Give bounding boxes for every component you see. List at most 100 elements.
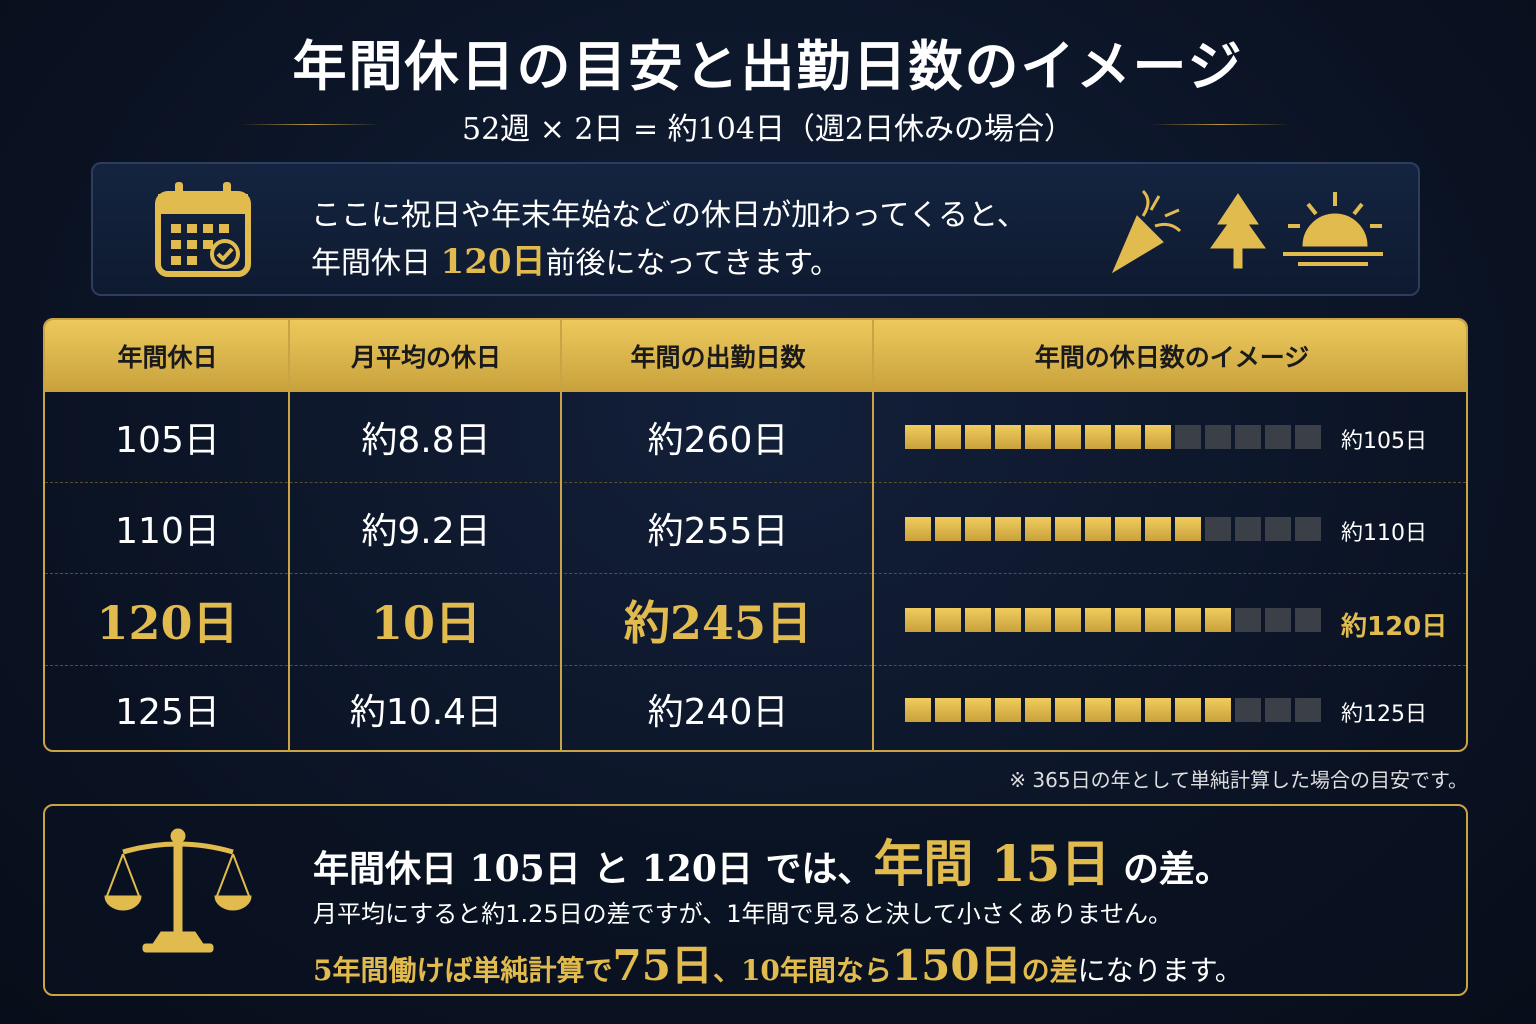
- square: [965, 516, 991, 541]
- square: [935, 425, 961, 449]
- title: 年間休日の目安と出勤日数のイメージ: [292, 34, 1244, 98]
- square: [1235, 608, 1261, 632]
- cell: 約260日: [647, 420, 789, 461]
- table-row: 105日 約8.8日 約260日 約105日: [45, 392, 1466, 482]
- cell: 120日: [96, 595, 239, 650]
- text: の差: [1021, 954, 1078, 987]
- square: [1235, 697, 1261, 722]
- square: [1115, 608, 1141, 632]
- emphasis: 年間 15日: [873, 834, 1111, 893]
- divider: [872, 320, 874, 750]
- cell: 約240日: [647, 692, 789, 733]
- cell: 約9.2日: [361, 511, 491, 552]
- square: [1145, 608, 1171, 632]
- square: [935, 697, 961, 722]
- cell: 約8.8日: [361, 420, 491, 461]
- text: 、10年間なら: [712, 954, 892, 987]
- summary-box: 年間休日 105日 と 120日 では、年間 15日 の差。 月平均にすると約1…: [43, 804, 1468, 996]
- cell: 125日: [115, 692, 220, 733]
- square: [1055, 516, 1081, 541]
- square: [995, 608, 1021, 632]
- square: [1025, 425, 1051, 449]
- square: [1085, 697, 1111, 722]
- square: [965, 425, 991, 449]
- cell: 約245日: [623, 595, 813, 650]
- text: 5年間働けば単純計算で: [313, 954, 613, 987]
- text: になります。: [1077, 954, 1243, 987]
- cell: 105日: [115, 420, 220, 461]
- table-row: 120日 10日 約245日 約120日: [45, 573, 1466, 665]
- text: 年間休日 105日 と 120日 では、: [313, 848, 874, 890]
- square: [1205, 697, 1231, 722]
- square: [1235, 425, 1261, 449]
- square: [1265, 425, 1291, 449]
- square: [1085, 516, 1111, 541]
- text: 年間休日: [311, 246, 441, 281]
- square: [1145, 516, 1171, 541]
- table-header: 年間休日 月平均の休日 年間の出勤日数 年間の休日数のイメージ: [45, 320, 1466, 392]
- square: [1265, 516, 1291, 541]
- emphasis: 150日: [891, 941, 1022, 990]
- divider: [288, 320, 290, 750]
- square: [1115, 697, 1141, 722]
- image-label: 約120日: [1341, 612, 1448, 642]
- square: [1205, 608, 1231, 632]
- square: [1115, 425, 1141, 449]
- text: 前後になってきます。: [545, 246, 841, 281]
- square: [1265, 608, 1291, 632]
- header-cell: 年間休日: [117, 343, 218, 372]
- square: [995, 425, 1021, 449]
- holiday-icons: [1111, 189, 1383, 274]
- square: [1055, 608, 1081, 632]
- calendar-icon: [155, 182, 251, 277]
- square: [1205, 425, 1231, 449]
- square: [1205, 516, 1231, 541]
- square: [1025, 608, 1051, 632]
- square: [1055, 697, 1081, 722]
- square: [905, 516, 931, 541]
- square: [1145, 425, 1171, 449]
- image-label: 約110日: [1341, 520, 1427, 546]
- header-cell: 月平均の休日: [350, 343, 501, 372]
- square: [1295, 516, 1321, 541]
- info-text: ここに祝日や年末年始などの休日が加わってくると、: [311, 198, 1027, 233]
- square: [1025, 697, 1051, 722]
- divider: [560, 320, 562, 750]
- square: [1175, 425, 1201, 449]
- square: [965, 697, 991, 722]
- header-cell: 年間の休日数のイメージ: [1034, 343, 1310, 372]
- table-row: 110日 約9.2日 約255日 約110日: [45, 482, 1466, 573]
- square: [935, 516, 961, 541]
- info-text: 年間休日 120日前後になってきます。: [311, 234, 840, 283]
- summary-line: 5年間働けば単純計算で75日、10年間なら150日の差になります。: [313, 932, 1243, 993]
- note: ※ 365日の年として単純計算した場合の目安です。: [1009, 768, 1468, 792]
- cell: 10日: [370, 595, 481, 650]
- square: [1085, 425, 1111, 449]
- emphasis: 75日: [612, 941, 713, 990]
- image-label: 約125日: [1341, 701, 1427, 727]
- table: 年間休日 月平均の休日 年間の出勤日数 年間の休日数のイメージ 105日 約8.8…: [43, 318, 1468, 752]
- square: [995, 697, 1021, 722]
- square: [1235, 516, 1261, 541]
- square: [1295, 697, 1321, 722]
- text: の差。: [1110, 848, 1231, 890]
- info-box: ここに祝日や年末年始などの休日が加わってくると、 年間休日 120日前後になって…: [91, 162, 1420, 296]
- square: [905, 608, 931, 632]
- square: [1295, 425, 1321, 449]
- square: [1175, 516, 1201, 541]
- square: [935, 608, 961, 632]
- summary-line: 年間休日 105日 と 120日 では、年間 15日 の差。: [313, 824, 1231, 896]
- rule: [1150, 124, 1290, 125]
- rule: [240, 124, 380, 125]
- square: [1295, 608, 1321, 632]
- square: [905, 697, 931, 722]
- emphasis: 120日: [440, 242, 546, 282]
- square: [1145, 697, 1171, 722]
- square: [1055, 425, 1081, 449]
- square: [965, 608, 991, 632]
- cell: 110日: [115, 511, 220, 552]
- square: [1175, 697, 1201, 722]
- square: [1025, 516, 1051, 541]
- table-row: 125日 約10.4日 約240日 約125日: [45, 665, 1466, 750]
